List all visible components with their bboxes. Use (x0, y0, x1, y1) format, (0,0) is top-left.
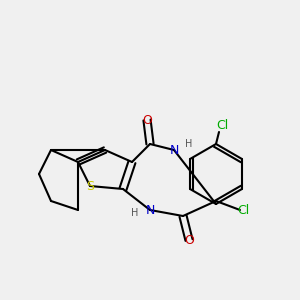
Text: O: O (184, 233, 194, 247)
Text: O: O (142, 113, 152, 127)
Text: S: S (86, 179, 94, 193)
Text: N: N (169, 143, 179, 157)
Text: H: H (185, 139, 193, 149)
Text: Cl: Cl (237, 203, 249, 217)
Text: Cl: Cl (216, 119, 228, 133)
Text: H: H (131, 208, 139, 218)
Text: N: N (145, 203, 155, 217)
